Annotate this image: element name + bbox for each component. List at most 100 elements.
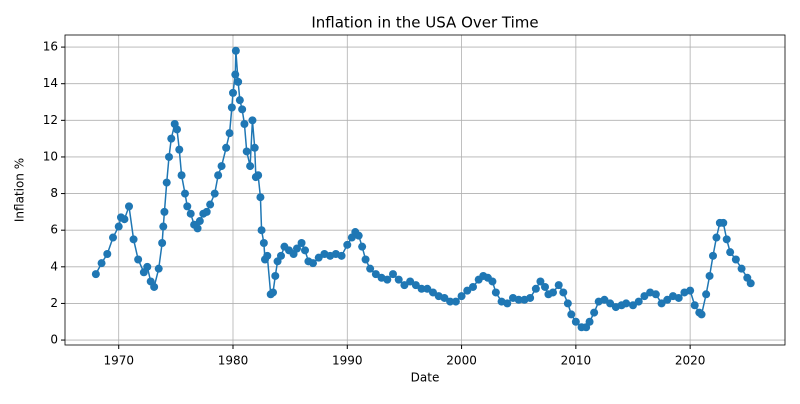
point — [674, 293, 683, 302]
point — [411, 281, 420, 290]
y-axis-label: Inflation % — [13, 158, 27, 222]
point — [531, 284, 540, 293]
point — [629, 301, 637, 310]
point — [634, 297, 643, 306]
point — [585, 317, 594, 326]
x-axis-label: Date — [411, 371, 440, 385]
point — [536, 277, 545, 286]
point — [150, 282, 159, 291]
point — [383, 275, 392, 284]
point — [240, 119, 249, 128]
point — [125, 202, 133, 211]
point — [358, 242, 367, 251]
point — [234, 77, 243, 86]
point — [451, 297, 460, 306]
point — [343, 240, 352, 249]
point — [263, 251, 272, 260]
point — [503, 299, 512, 308]
point — [183, 202, 192, 211]
point — [222, 143, 231, 152]
y-tick-label: 6 — [50, 223, 58, 237]
y-tick-label: 2 — [50, 296, 58, 310]
x-tick-label: 2020 — [675, 354, 706, 368]
point — [463, 286, 472, 295]
point — [256, 193, 265, 202]
y-tick-label: 16 — [43, 40, 58, 54]
chart-title: Inflation in the USA Over Time — [311, 14, 538, 32]
y-tick-label: 14 — [43, 76, 58, 90]
point — [514, 295, 523, 304]
point — [705, 271, 714, 280]
point — [541, 282, 549, 291]
point — [559, 288, 568, 297]
point — [165, 152, 173, 161]
y-tick-label: 8 — [50, 186, 58, 200]
point — [371, 270, 380, 279]
point — [640, 292, 649, 301]
point — [103, 249, 112, 258]
plot-frame — [64, 34, 786, 346]
point — [158, 239, 167, 248]
point — [746, 279, 755, 288]
point — [246, 162, 255, 171]
point — [457, 292, 466, 301]
point — [600, 295, 609, 304]
x-tick-label: 1970 — [103, 354, 134, 368]
point — [162, 178, 171, 187]
point — [231, 70, 240, 79]
point — [571, 317, 580, 326]
point — [242, 147, 251, 156]
point — [590, 308, 599, 317]
y-tick-label: 0 — [50, 333, 58, 347]
point — [737, 264, 746, 273]
point — [160, 207, 169, 216]
point — [143, 262, 152, 271]
point — [177, 171, 186, 180]
point — [154, 264, 163, 273]
point — [293, 244, 301, 253]
point — [712, 233, 721, 242]
point — [114, 222, 123, 231]
point — [134, 255, 143, 264]
point — [227, 103, 236, 112]
point — [488, 277, 497, 286]
point — [651, 290, 660, 299]
point — [217, 162, 226, 171]
y-tick-label: 4 — [50, 259, 58, 273]
point — [271, 271, 280, 280]
point — [120, 215, 129, 224]
y-tick-label: 12 — [43, 113, 58, 127]
point — [254, 171, 263, 180]
point — [206, 200, 215, 209]
point — [193, 224, 202, 233]
point — [722, 235, 731, 244]
point — [719, 218, 728, 227]
point — [440, 293, 449, 302]
point — [231, 46, 240, 55]
point — [389, 270, 397, 279]
point — [423, 284, 432, 293]
point — [309, 259, 317, 268]
point — [269, 288, 277, 297]
point — [469, 282, 477, 291]
point — [709, 251, 717, 260]
point — [109, 233, 117, 242]
point — [210, 189, 219, 198]
point — [657, 299, 666, 308]
point — [686, 286, 695, 295]
point — [549, 288, 557, 297]
x-tick-label: 1990 — [332, 354, 363, 368]
point — [726, 248, 735, 257]
point — [297, 239, 306, 248]
point — [181, 189, 189, 198]
point — [394, 275, 403, 284]
point — [417, 284, 426, 293]
point — [429, 288, 437, 297]
point — [173, 125, 181, 134]
point — [225, 129, 234, 138]
point — [563, 299, 572, 308]
x-tick-label: 2010 — [561, 354, 592, 368]
point — [259, 239, 268, 248]
